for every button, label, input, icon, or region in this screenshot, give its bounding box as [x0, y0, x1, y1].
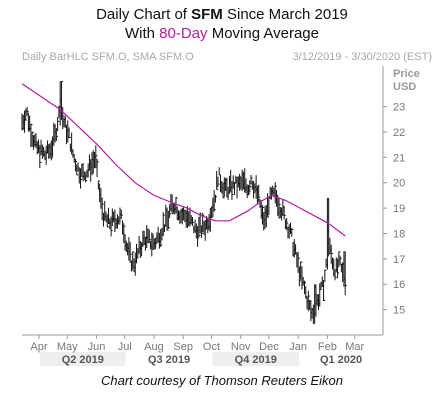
y-tick-label: 15	[393, 305, 405, 317]
x-tick-label: May	[57, 341, 78, 353]
ticker-symbol: SFM	[191, 6, 223, 23]
y-tick-label: 16	[393, 279, 405, 291]
x-tick-label: Sep	[173, 341, 193, 353]
legend-series-label: Daily BarHLC SFM.O, SMA SFM.O	[22, 51, 194, 63]
y-axis-label: Price	[393, 68, 420, 80]
x-tick-label: Jun	[88, 341, 106, 353]
y-tick-label: 22	[393, 127, 405, 139]
y-tick-label: 21	[393, 152, 405, 164]
x-tick-label: Jul	[118, 341, 132, 353]
quarter-band	[212, 352, 300, 366]
x-tick-label: Jan	[289, 341, 307, 353]
quarter-label: Q4 2019	[235, 354, 277, 366]
quarter-label: Q1 2020	[320, 354, 362, 366]
y-tick-label: 18	[393, 228, 405, 240]
y-tick-label: 23	[393, 102, 405, 114]
x-tick-label: Aug	[144, 341, 164, 353]
x-tick-label: Dec	[259, 341, 279, 353]
x-tick-label: Oct	[203, 341, 220, 353]
sma-layer	[21, 83, 346, 237]
quarter-bands	[39, 352, 300, 366]
x-tick-label: Mar	[345, 341, 364, 353]
x-tick-label: Nov	[231, 341, 251, 353]
chart-credit: Chart courtesy of Thomson Reuters Eikon	[100, 373, 344, 388]
x-tick-label: Apr	[30, 341, 47, 353]
y-tick-label: 19	[393, 203, 405, 215]
quarter-band	[39, 352, 126, 366]
y-tick-label: 20	[393, 178, 405, 190]
price-bars	[21, 81, 347, 325]
chart-title: Daily Chart of SFM Since March 2019	[96, 6, 348, 23]
y-axis-label: USD	[393, 81, 416, 93]
sma-80-day-line	[21, 83, 346, 237]
y-tick-label: 17	[393, 254, 405, 266]
sma-period-highlight: 80-Day	[159, 25, 208, 42]
chart-subtitle: With 80-Day Moving Average	[125, 25, 319, 42]
legend-date-range: 3/12/2019 - 3/30/2020 (EST)	[292, 51, 432, 63]
x-tick-label: Feb	[318, 341, 337, 353]
x-axis: Q2 2019 Q3 2019 Q4 2019 Q1 2020 Apr May Jun Jul…	[22, 334, 383, 366]
quarter-label: Q2 2019	[62, 354, 104, 366]
quarter-label: Q3 2019	[148, 354, 190, 366]
